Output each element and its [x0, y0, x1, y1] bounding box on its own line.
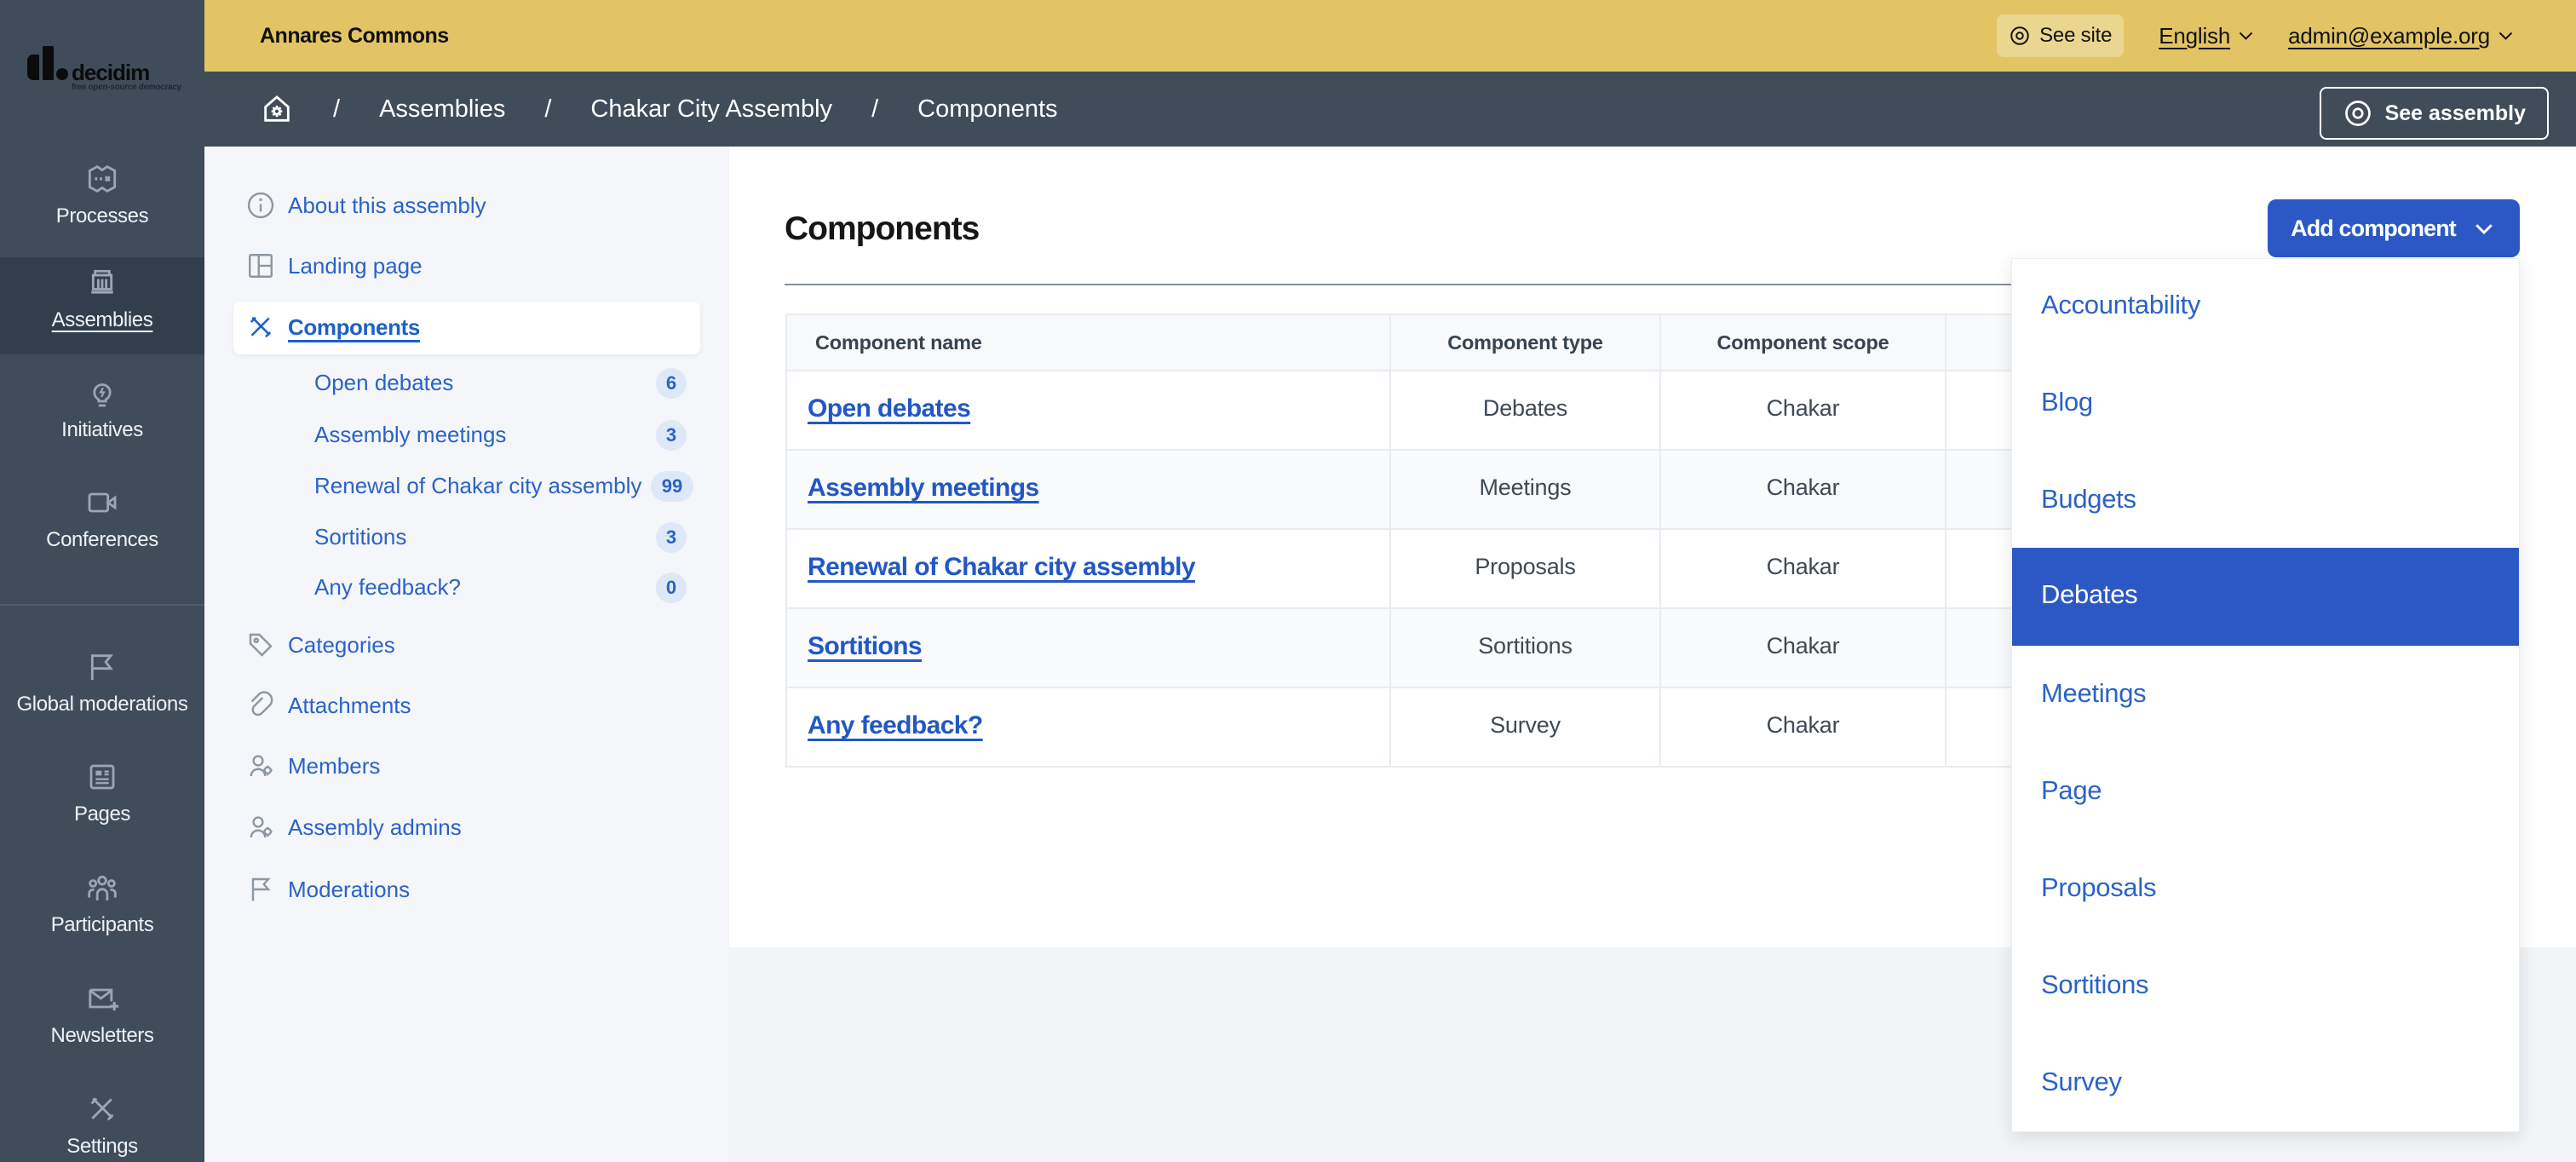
svg-text:free open-source democracy: free open-source democracy [72, 83, 182, 92]
svg-text:decidim: decidim [72, 60, 149, 85]
